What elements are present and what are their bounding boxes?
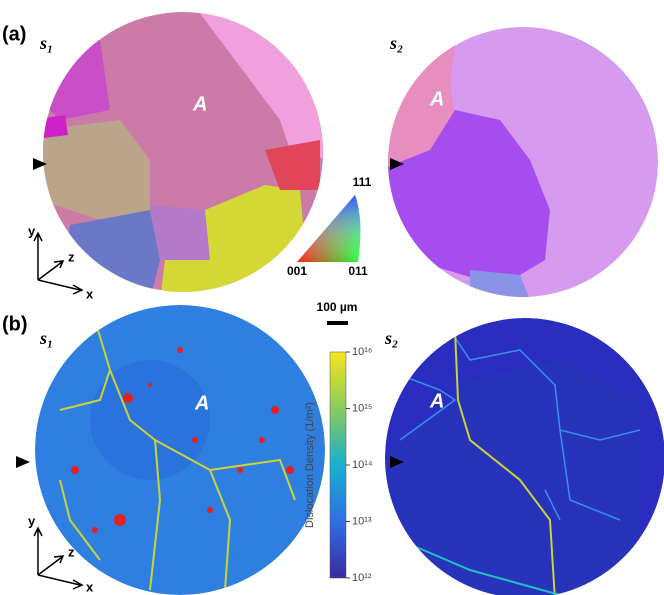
density-map-s2 <box>380 318 664 595</box>
axis-label: y <box>28 223 36 238</box>
scale-bar <box>327 321 348 325</box>
grain-label: A <box>194 392 209 414</box>
colorbar-tick-label: 10¹⁶ <box>352 346 372 358</box>
sample-label: s₂ <box>389 33 403 53</box>
ipf-label: 001 <box>287 264 307 278</box>
grain-label: A <box>429 88 444 110</box>
colorbar-tick-label: 10¹² <box>352 572 372 584</box>
axis-label: x <box>86 579 94 594</box>
colorbar-tick-label: 10¹⁴ <box>352 459 373 471</box>
panel-label: (b) <box>2 313 28 335</box>
grain-map-s1 <box>40 0 330 300</box>
sample-label: s₁ <box>39 328 53 348</box>
density-map-s1 <box>35 305 325 595</box>
axis-label: z <box>68 249 75 264</box>
axis-label: y <box>28 513 36 528</box>
scale-bar-label: 100 µm <box>317 300 358 314</box>
colorbar <box>330 352 346 578</box>
ipf-label: 011 <box>348 264 368 278</box>
figure: (a) s₁ A 111 001 011 y z x s₂ A 100 µm (… <box>0 0 664 595</box>
marker <box>16 456 30 468</box>
grain-map-s2 <box>380 20 658 300</box>
sample-label: s₁ <box>39 33 53 53</box>
panel-label: (a) <box>2 23 26 45</box>
axis-label: x <box>86 286 94 301</box>
grain-label: A <box>429 390 444 412</box>
grain-label: A <box>192 93 207 115</box>
sample-label: s₂ <box>384 328 398 348</box>
colorbar-title: Dislocation Density (1/m²) <box>304 402 316 528</box>
colorbar-tick-label: 10¹³ <box>352 515 372 527</box>
axis-label: z <box>68 544 75 559</box>
colorbar-tick-label: 10¹⁵ <box>352 402 372 414</box>
axes-triad <box>34 233 82 294</box>
ipf-label: 111 <box>353 175 372 189</box>
